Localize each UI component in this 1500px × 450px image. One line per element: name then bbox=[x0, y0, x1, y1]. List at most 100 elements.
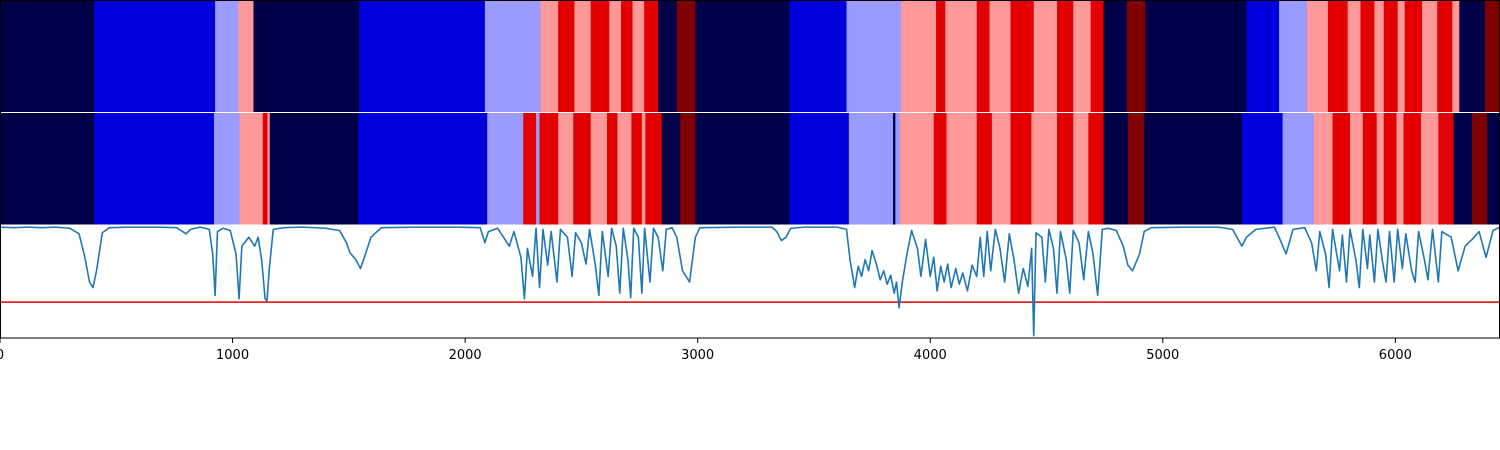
state-segment bbox=[558, 0, 575, 112]
state-segment bbox=[485, 0, 541, 112]
state-segment bbox=[847, 0, 902, 112]
state-segment bbox=[1459, 0, 1485, 112]
state-segment bbox=[1405, 0, 1423, 112]
state-segment bbox=[215, 0, 239, 112]
state-segment bbox=[1144, 113, 1242, 225]
state-segment bbox=[1103, 0, 1127, 112]
state-segment bbox=[1088, 113, 1104, 225]
x-tick-label: 3000 bbox=[681, 348, 714, 363]
state-segment bbox=[1348, 0, 1361, 112]
state-row-bottom bbox=[0, 113, 1500, 225]
state-segment bbox=[1242, 113, 1283, 225]
state-segment bbox=[644, 0, 658, 112]
state-segment bbox=[900, 113, 934, 225]
state-segment bbox=[936, 0, 946, 112]
state-segment bbox=[662, 113, 681, 225]
state-segment bbox=[1485, 0, 1500, 112]
x-tick-label: 0 bbox=[0, 348, 4, 363]
state-segment bbox=[540, 113, 559, 225]
state-segment bbox=[1363, 113, 1377, 225]
state-segment bbox=[1034, 0, 1058, 112]
state-segment bbox=[990, 0, 1011, 112]
state-segment bbox=[617, 113, 631, 225]
state-segment bbox=[558, 113, 574, 225]
state-segment bbox=[1314, 113, 1333, 225]
state-segment bbox=[1377, 113, 1384, 225]
state-segment bbox=[895, 113, 900, 225]
state-segment bbox=[631, 113, 642, 225]
state-segment bbox=[992, 113, 1011, 225]
state-segment bbox=[607, 113, 618, 225]
x-tick-label: 2000 bbox=[449, 348, 482, 363]
state-segment bbox=[1453, 113, 1472, 225]
state-segment bbox=[1031, 113, 1057, 225]
x-tick-label: 6000 bbox=[1379, 348, 1412, 363]
state-segment bbox=[1350, 113, 1363, 225]
state-segment bbox=[1384, 113, 1397, 225]
state-segment bbox=[1307, 0, 1328, 112]
state-segment bbox=[1073, 113, 1089, 225]
state-segment bbox=[270, 113, 359, 225]
state-segment bbox=[1333, 113, 1351, 225]
state-segment bbox=[214, 113, 240, 225]
state-segment bbox=[1247, 0, 1280, 112]
state-segment bbox=[1103, 113, 1128, 225]
state-segment bbox=[642, 113, 646, 225]
state-segment bbox=[253, 0, 359, 112]
state-segment bbox=[238, 0, 254, 112]
state-segment bbox=[677, 0, 696, 112]
state-segment bbox=[695, 113, 790, 225]
x-tick-label: 1000 bbox=[216, 348, 249, 363]
state-segment bbox=[977, 0, 990, 112]
state-segment bbox=[1374, 0, 1384, 112]
state-segment bbox=[574, 0, 591, 112]
state-segment bbox=[790, 0, 847, 112]
state-row-top bbox=[0, 0, 1500, 112]
state-segment bbox=[240, 113, 264, 225]
state-segment bbox=[658, 0, 677, 112]
state-segment bbox=[358, 113, 487, 225]
state-segment bbox=[487, 113, 523, 225]
state-segment bbox=[1145, 0, 1247, 112]
state-segment bbox=[1010, 113, 1031, 225]
state-segment bbox=[947, 113, 978, 225]
state-segment bbox=[1397, 113, 1404, 225]
state-segment bbox=[541, 0, 559, 112]
state-segment bbox=[901, 0, 936, 112]
line-panel-background bbox=[0, 225, 1500, 338]
state-segment bbox=[1452, 0, 1459, 112]
x-tick-label: 5000 bbox=[1146, 348, 1179, 363]
state-segment bbox=[645, 113, 662, 225]
state-segment bbox=[609, 0, 621, 112]
state-segment bbox=[1398, 0, 1405, 112]
state-segment bbox=[1421, 113, 1439, 225]
state-segment bbox=[1487, 113, 1500, 225]
state-segment bbox=[1010, 0, 1034, 112]
state-segment bbox=[536, 113, 540, 225]
state-segment bbox=[893, 113, 896, 225]
state-segment bbox=[94, 0, 215, 112]
state-segment bbox=[0, 0, 95, 112]
x-axis: 0 1000 2000 3000 4000 5000 6000 bbox=[0, 338, 1412, 363]
state-segment bbox=[1057, 113, 1074, 225]
state-segment bbox=[1438, 113, 1454, 225]
state-segment bbox=[934, 113, 947, 225]
state-segment bbox=[1128, 113, 1145, 225]
state-segment bbox=[945, 0, 977, 112]
state-segment bbox=[263, 113, 268, 225]
state-segment bbox=[1422, 0, 1438, 112]
state-segment bbox=[573, 113, 591, 225]
state-segment bbox=[1091, 0, 1104, 112]
state-segment bbox=[1472, 113, 1488, 225]
state-segment bbox=[1437, 0, 1453, 112]
state-segment bbox=[1073, 0, 1091, 112]
state-segment bbox=[1127, 0, 1146, 112]
state-segment bbox=[977, 113, 993, 225]
state-segment bbox=[1057, 0, 1074, 112]
state-segment bbox=[1384, 0, 1398, 112]
state-segment bbox=[849, 113, 894, 225]
state-segment bbox=[1283, 113, 1315, 225]
state-segment bbox=[94, 113, 214, 225]
state-segment bbox=[1403, 113, 1421, 225]
